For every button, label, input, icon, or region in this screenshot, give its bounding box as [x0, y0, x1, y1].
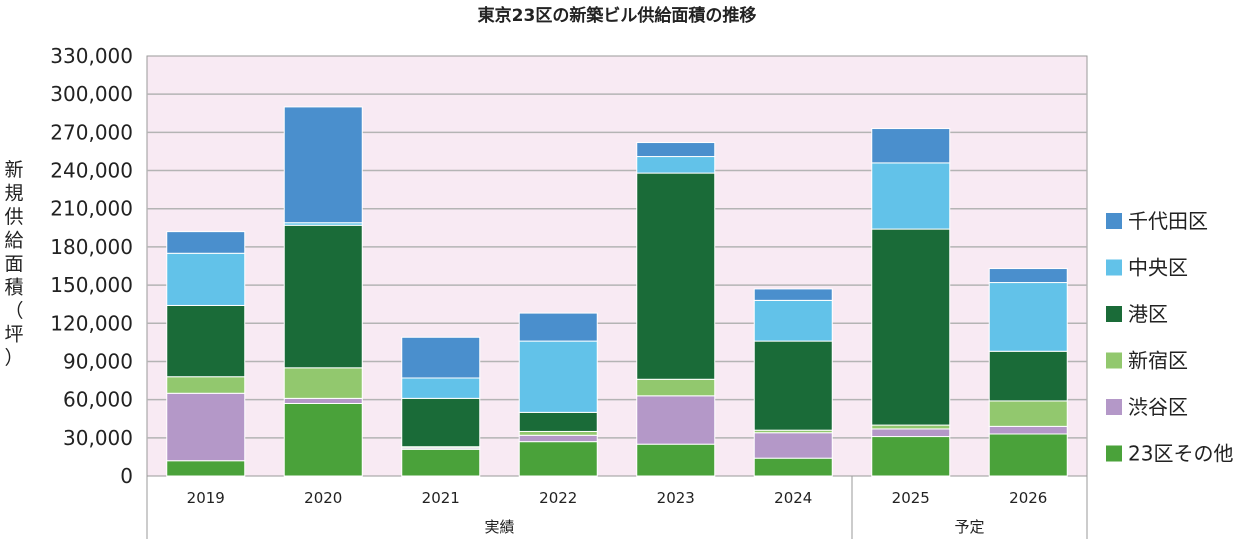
- bar-segment: [753, 432, 833, 459]
- bar-segment: [518, 430, 598, 436]
- bar-segment: [401, 448, 481, 477]
- y-tick-label: 30,000: [63, 426, 133, 450]
- x-group-label: 予定: [954, 518, 984, 536]
- bar-segment: [988, 350, 1068, 402]
- chart-title: 東京23区の新築ビル供給面積の推移: [478, 5, 757, 26]
- bar-segment: [753, 340, 833, 431]
- bar-segment: [636, 443, 716, 477]
- bar-segment: [871, 128, 951, 164]
- bar-segment: [166, 392, 246, 462]
- bar-segment: [871, 428, 951, 438]
- legend-label: 千代田区: [1128, 209, 1208, 233]
- y-tick-label: 90,000: [63, 349, 133, 373]
- bar-segment: [636, 395, 716, 445]
- y-tick-label: 0: [120, 464, 133, 488]
- legend-swatch: [1106, 259, 1122, 276]
- legend-label: 渋谷区: [1128, 395, 1188, 419]
- bar-segment: [518, 340, 598, 413]
- x-tick-label: 2024: [774, 489, 812, 507]
- bar-segment: [401, 377, 481, 399]
- bar-segment: [166, 460, 246, 477]
- bar-segment: [401, 397, 481, 448]
- bars: [166, 106, 1068, 477]
- x-axis: 2019 2020 2021 2022 2023 2024 2025 2026 実績 予定: [146, 476, 1088, 539]
- x-tick-label: 2020: [304, 489, 342, 507]
- x-tick-label: 2022: [539, 489, 577, 507]
- bar-segment: [988, 282, 1068, 352]
- bar-segment: [988, 425, 1068, 435]
- bar-segment: [166, 231, 246, 254]
- bar-segment: [988, 433, 1068, 477]
- bar-segment: [283, 402, 363, 477]
- x-tick-label: 2021: [422, 489, 460, 507]
- bar-segment: [636, 378, 716, 397]
- bar-segment: [871, 228, 951, 426]
- y-tick-label: 210,000: [50, 197, 133, 221]
- bar-segment: [283, 106, 363, 224]
- legend-label: 新宿区: [1128, 349, 1188, 373]
- legend-label: 中央区: [1128, 256, 1188, 280]
- bar-segment: [283, 397, 363, 404]
- bar-segment: [283, 224, 363, 369]
- bar-segment: [166, 376, 246, 394]
- y-axis-label-text: 新規供給面積（坪）: [4, 159, 23, 369]
- y-axis-ticks: 0 30,000 60,000 90,000 120,000 150,000 180,000…: [50, 44, 133, 488]
- bar-segment: [753, 299, 833, 342]
- legend-label: 港区: [1128, 302, 1168, 326]
- bar-segment: [518, 312, 598, 342]
- bar-segment: [401, 336, 481, 379]
- bar-segment: [988, 400, 1068, 427]
- bar-segment: [166, 252, 246, 306]
- bar-segment: [636, 172, 716, 380]
- bar-segment: [518, 434, 598, 443]
- bar-segment: [871, 162, 951, 230]
- y-tick-label: 150,000: [50, 273, 133, 297]
- bar-segment: [518, 411, 598, 432]
- bar-segment: [636, 142, 716, 158]
- legend-swatch: [1106, 306, 1122, 322]
- legend-swatch: [1106, 399, 1122, 415]
- x-tick-label: 2025: [892, 489, 930, 507]
- bar-segment: [518, 441, 598, 477]
- y-tick-label: 180,000: [50, 235, 133, 259]
- x-tick-label: 2023: [657, 489, 695, 507]
- bar-segment: [753, 288, 833, 301]
- legend-label: 23区その他: [1128, 442, 1233, 466]
- bar-segment: [871, 424, 951, 430]
- y-axis-label: 新規供給面積（坪）: [4, 159, 23, 369]
- bar-segment: [166, 304, 246, 378]
- legend-swatch: [1106, 213, 1122, 229]
- y-tick-label: 60,000: [63, 388, 133, 412]
- y-tick-label: 330,000: [50, 44, 133, 68]
- y-tick-label: 120,000: [50, 311, 133, 335]
- x-tick-label: 2026: [1009, 489, 1047, 507]
- y-tick-label: 240,000: [50, 159, 133, 183]
- y-tick-label: 270,000: [50, 120, 133, 144]
- bar-segment: [753, 457, 833, 477]
- x-group-label: 実績: [484, 518, 514, 536]
- bar-segment: [871, 436, 951, 477]
- legend-swatch: [1106, 352, 1122, 369]
- y-tick-label: 300,000: [50, 82, 133, 106]
- legend-swatch: [1106, 445, 1122, 462]
- bar-segment: [636, 156, 716, 174]
- bar-segment: [283, 367, 363, 399]
- x-tick-label: 2019: [187, 489, 225, 507]
- bar-segment: [988, 268, 1068, 284]
